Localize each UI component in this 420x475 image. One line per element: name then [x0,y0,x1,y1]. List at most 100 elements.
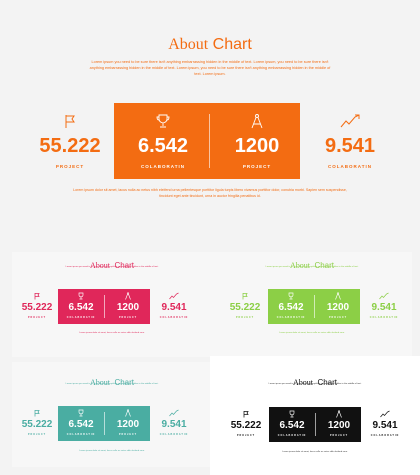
stat-value: 1200 [116,419,140,430]
variant-stat-2: 6.542 COLABORATIN [60,292,102,319]
trophy-icon [156,114,170,128]
chart-line-icon [379,292,389,300]
variant-stat-4: 9.541 COLABORATIN [364,292,404,319]
stat-value: 6.542 [68,419,94,430]
main-outro-text: Lorem ipsum dolor sit amet, lacus nulla … [73,188,347,198]
stat-value: 9.541 [324,135,376,157]
stat-value: 1200 [234,135,280,157]
variant-stat-1: 55.222 PROJECT [227,410,265,437]
compass-icon [125,409,131,417]
variant-outro-text: Lorem ipsum dolor sit amet, lacus nulla … [282,451,348,453]
main-slide: About Chart Lorem ipsum you need to be s… [0,36,420,198]
variant-intro-text: Lorem ipsum you need to be sure there is… [268,383,362,385]
variant-title-word-2: Chart [317,378,337,387]
stat-label: COLABORATIN [66,316,96,319]
variant-slide-teal: About Chart Lorem ipsum you need to be s… [12,362,212,467]
stat-label: PROJECT [242,164,272,169]
box-divider [104,412,105,435]
stat-value: 55.222 [230,420,262,431]
variant-title: About Chart [212,255,412,273]
variant-stat-3: 1200 PROJECT [317,292,359,319]
main-title: About Chart [0,36,420,54]
stat-value: 55.222 [21,302,53,313]
stat-colaboratin-1: 6.542 COLABORATIN [122,113,204,169]
stat-label: COLABORATIN [328,164,372,169]
variant-title: About Chart [12,372,212,390]
stat-value: 1200 [116,302,140,313]
stat-label: COLABORATIN [369,316,399,319]
chart-line-icon [380,410,390,418]
stat-value: 6.542 [137,135,189,157]
stat-label: PROJECT [236,434,256,437]
chart-line-icon [169,409,179,417]
stat-label: PROJECT [328,316,348,319]
variant-title: About Chart [12,255,212,273]
stat-label: COLABORATIN [370,434,400,437]
variant-title-word-2: Chart [114,261,134,270]
variant-intro-text: Lorem ipsum you need to be sure there is… [265,266,359,268]
trophy-icon [289,410,295,418]
variant-title-word-1: About [289,261,310,270]
stat-project-1: 55.222 PROJECT [32,113,108,169]
variant-stat-4: 9.541 COLABORATIN [154,409,194,436]
trophy-icon [78,409,84,417]
stat-value: 55.222 [39,135,101,157]
stat-label: COLABORATIN [277,434,307,437]
variant-stat-3: 1200 PROJECT [318,410,360,437]
box-divider [104,295,105,318]
stat-label: PROJECT [118,433,138,436]
stat-label: PROJECT [55,164,85,169]
variant-slide-crimson: About Chart Lorem ipsum you need to be s… [12,252,212,357]
stat-value: 9.541 [371,302,397,313]
stat-value: 9.541 [372,420,398,431]
variant-title-word-1: About [89,378,110,387]
highlight-box [114,103,300,179]
variant-title-word-1: About [292,378,313,387]
stat-label: COLABORATIN [159,433,189,436]
variant-stat-4: 9.541 COLABORATIN [154,292,194,319]
stat-label: COLABORATIN [66,433,96,436]
compass-icon [125,292,131,300]
main-title-word-2: Chart [212,36,252,53]
box-divider [209,114,210,168]
variant-stat-3: 1200 PROJECT [107,292,149,319]
variant-stat-4: 9.541 COLABORATIN [365,410,405,437]
variant-outro-text: Lorem ipsum dolor sit amet, lacus nulla … [79,450,145,452]
stat-value: 6.542 [279,420,305,431]
trophy-icon [288,292,294,300]
chart-line-icon [169,292,179,300]
chart-line-icon [340,114,360,128]
variant-slide-lime: About Chart Lorem ipsum you need to be s… [212,252,412,357]
stat-label: COLABORATIN [276,316,306,319]
variant-title-word-1: About [89,261,110,270]
stat-value: 6.542 [68,302,94,313]
stat-value: 6.542 [278,302,304,313]
stat-label: PROJECT [235,316,255,319]
variant-stat-1: 55.222 PROJECT [18,409,56,436]
flag-icon [34,293,40,300]
stat-label: PROJECT [329,434,349,437]
variant-stat-2: 6.542 COLABORATIN [271,410,313,437]
compass-icon [335,292,341,300]
main-title-word-1: About [168,36,209,53]
variant-outro-text: Lorem ipsum dolor sit amet, lacus nulla … [279,332,345,334]
stat-label: PROJECT [118,316,138,319]
stat-label: COLABORATIN [141,164,185,169]
variant-stat-2: 6.542 COLABORATIN [270,292,312,319]
stat-colaboratin-2: 9.541 COLABORATIN [310,113,390,169]
variant-intro-text: Lorem ipsum you need to be sure there is… [65,383,159,385]
variant-slide-black: About Chart Lorem ipsum you need to be s… [210,356,420,475]
main-intro-text: Lorem ipsum you need to be sure there is… [89,60,331,76]
compass-icon [336,410,342,418]
flag-icon [243,411,249,418]
stat-value: 55.222 [229,302,261,313]
variant-stat-1: 55.222 PROJECT [18,292,56,319]
flag-icon [34,410,40,417]
stat-value: 1200 [327,420,351,431]
trophy-icon [78,292,84,300]
stat-value: 9.541 [161,419,187,430]
compass-icon [251,114,263,129]
variant-title-word-2: Chart [314,261,334,270]
stat-value: 1200 [326,302,350,313]
stat-project-2: 1200 PROJECT [216,113,298,169]
